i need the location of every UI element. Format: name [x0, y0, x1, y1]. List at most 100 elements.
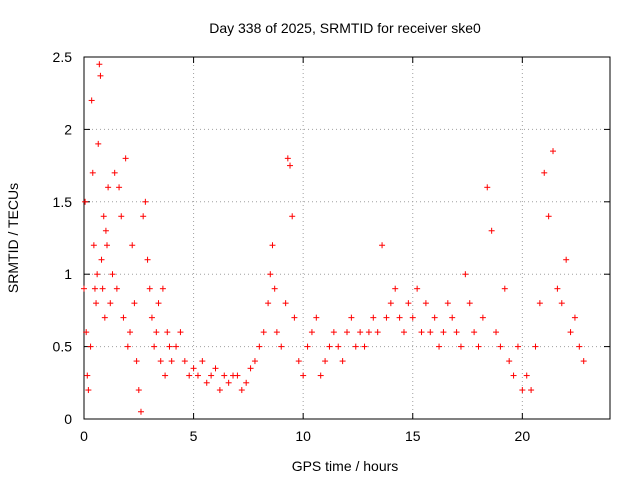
- data-point: [436, 343, 443, 350]
- data-point: [164, 329, 171, 336]
- data-point: [99, 285, 106, 292]
- y-tick-labels: 0 0.5 1 1.5 2 2.5: [53, 49, 73, 427]
- data-point: [444, 300, 451, 307]
- data-point: [105, 184, 112, 191]
- y-tick-label: 0.5: [53, 339, 73, 355]
- data-point: [422, 300, 429, 307]
- data-point: [225, 379, 232, 386]
- data-point: [88, 97, 95, 104]
- data-point: [216, 387, 223, 394]
- x-axis-label: GPS time / hours: [292, 458, 399, 474]
- data-point: [162, 372, 169, 379]
- data-point: [82, 198, 89, 205]
- data-point: [109, 271, 116, 278]
- data-point: [300, 372, 307, 379]
- data-point: [357, 329, 364, 336]
- x-tick-label: 15: [405, 428, 421, 444]
- data-point: [440, 329, 447, 336]
- data-point: [392, 285, 399, 292]
- data-point: [107, 300, 114, 307]
- data-point: [256, 343, 263, 350]
- data-point: [199, 358, 206, 365]
- data-point: [418, 329, 425, 336]
- data-point: [484, 184, 491, 191]
- data-point: [177, 329, 184, 336]
- data-point: [379, 242, 386, 249]
- data-point: [278, 343, 285, 350]
- data-point: [212, 365, 219, 372]
- data-point: [466, 300, 473, 307]
- data-point: [335, 343, 342, 350]
- data-point: [186, 372, 193, 379]
- data-point: [567, 329, 574, 336]
- data-point: [291, 314, 298, 321]
- data-point: [102, 227, 109, 234]
- data-point: [414, 285, 421, 292]
- plot-frame: [83, 56, 611, 420]
- data-point: [339, 358, 346, 365]
- data-point: [95, 140, 102, 147]
- data-point: [571, 314, 578, 321]
- data-point: [100, 213, 107, 220]
- data-point: [462, 271, 469, 278]
- data-point: [113, 285, 120, 292]
- data-point: [510, 372, 517, 379]
- data-point: [295, 358, 302, 365]
- data-point: [475, 343, 482, 350]
- axis-ticks: [83, 56, 610, 420]
- data-point: [580, 358, 587, 365]
- data-point: [471, 329, 478, 336]
- data-point: [317, 372, 324, 379]
- data-point: [142, 198, 149, 205]
- data-point: [251, 358, 258, 365]
- data-point: [168, 358, 175, 365]
- data-point: [282, 300, 289, 307]
- data-point: [322, 358, 329, 365]
- data-point: [89, 169, 96, 176]
- x-tick-label: 10: [295, 428, 311, 444]
- data-point: [155, 300, 162, 307]
- data-point: [247, 365, 254, 372]
- grid: [84, 57, 610, 419]
- data-point: [221, 372, 228, 379]
- data-point: [120, 314, 127, 321]
- data-point: [554, 285, 561, 292]
- x-tick-label: 5: [190, 428, 198, 444]
- data-points: [81, 61, 587, 415]
- x-tick-labels: 0 5 10 15 20: [80, 428, 530, 444]
- data-point: [365, 329, 372, 336]
- data-point: [427, 329, 434, 336]
- data-point: [514, 343, 521, 350]
- data-point: [234, 372, 241, 379]
- data-point: [81, 285, 87, 292]
- y-axis-label: SRMTID / TECUs: [5, 183, 21, 293]
- data-point: [449, 314, 456, 321]
- data-point: [104, 242, 111, 249]
- data-point: [129, 242, 136, 249]
- data-point: [131, 300, 138, 307]
- data-point: [506, 358, 513, 365]
- data-point: [271, 285, 278, 292]
- data-point: [479, 314, 486, 321]
- y-tick-label: 2: [64, 121, 72, 137]
- data-point: [541, 169, 548, 176]
- data-point: [383, 314, 390, 321]
- data-point: [400, 329, 407, 336]
- data-point: [550, 148, 557, 155]
- data-point: [308, 329, 315, 336]
- y-tick-label: 0: [64, 411, 72, 427]
- data-point: [396, 314, 403, 321]
- data-point: [260, 329, 267, 336]
- data-point: [90, 242, 97, 249]
- data-point: [96, 61, 103, 68]
- data-point: [326, 343, 333, 350]
- x-tick-label: 0: [80, 428, 88, 444]
- data-point: [493, 329, 500, 336]
- data-point: [97, 72, 104, 79]
- data-point: [135, 387, 142, 394]
- data-point: [344, 329, 350, 336]
- data-point: [94, 271, 101, 278]
- data-point: [273, 329, 280, 336]
- data-point: [488, 227, 495, 234]
- data-point: [85, 387, 92, 394]
